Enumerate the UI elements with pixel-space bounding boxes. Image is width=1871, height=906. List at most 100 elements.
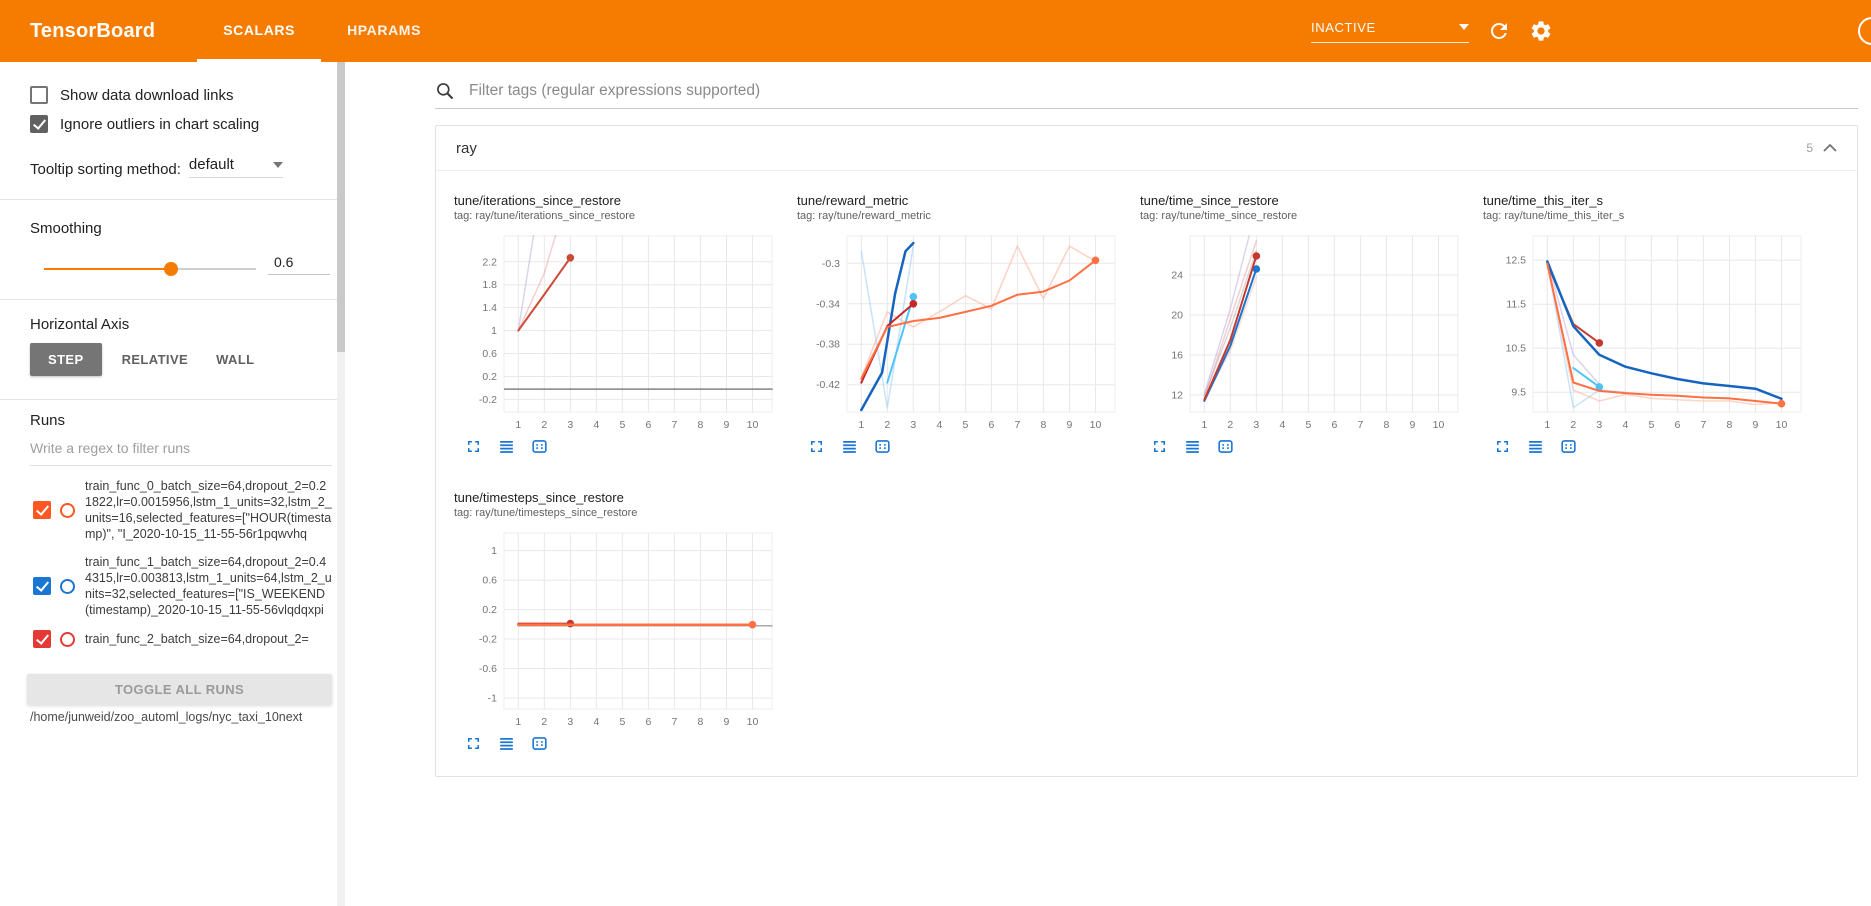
data-table-icon[interactable] bbox=[497, 734, 516, 753]
svg-text:8: 8 bbox=[698, 419, 704, 431]
svg-text:20: 20 bbox=[1171, 310, 1183, 322]
runs-label: Runs bbox=[30, 412, 66, 429]
axis-relative-button[interactable]: RELATIVE bbox=[121, 352, 189, 367]
svg-text:5: 5 bbox=[1305, 419, 1311, 431]
slider-handle[interactable] bbox=[164, 262, 179, 276]
tooltip-sorting-label: Tooltip sorting method: bbox=[30, 161, 181, 178]
main-content: ray 5 tune/iterations_since_restore tag:… bbox=[345, 62, 1871, 906]
chevron-down-icon bbox=[1459, 24, 1469, 30]
header: TensorBoard SCALARS HPARAMS INACTIVE bbox=[0, 0, 1871, 62]
svg-text:16: 16 bbox=[1171, 350, 1183, 362]
chart-card: tune/timesteps_since_restore tag: ray/tu… bbox=[452, 482, 787, 753]
run-radio[interactable] bbox=[60, 578, 75, 594]
divider bbox=[0, 199, 337, 200]
svg-text:6: 6 bbox=[1331, 419, 1337, 431]
smoothing-value-input[interactable]: 0.6 bbox=[268, 252, 330, 275]
svg-text:0.2: 0.2 bbox=[482, 371, 497, 383]
help-icon[interactable] bbox=[1858, 17, 1871, 45]
ignore-outliers-checkbox[interactable] bbox=[30, 115, 48, 133]
svg-text:3: 3 bbox=[567, 419, 573, 431]
svg-text:2: 2 bbox=[541, 716, 547, 728]
header-actions: INACTIVE bbox=[1311, 19, 1553, 43]
chart-title: tune/reward_metric bbox=[797, 193, 909, 208]
run-item[interactable]: train_func_1_batch_size=64,dropout_2=0.4… bbox=[0, 554, 337, 618]
svg-text:1.4: 1.4 bbox=[482, 302, 497, 314]
run-radio[interactable] bbox=[60, 502, 75, 518]
expand-icon[interactable] bbox=[1493, 437, 1512, 456]
tooltip-sorting-row: Tooltip sorting method: default bbox=[30, 156, 283, 178]
tooltip-sorting-select[interactable]: default bbox=[188, 156, 283, 178]
svg-text:7: 7 bbox=[1015, 419, 1021, 431]
sidebar-scrollbar[interactable] bbox=[337, 62, 345, 906]
tab-hparams[interactable]: HPARAMS bbox=[347, 21, 422, 38]
ignore-outliers-option[interactable]: Ignore outliers in chart scaling bbox=[30, 115, 259, 133]
divider bbox=[0, 299, 337, 300]
data-table-icon[interactable] bbox=[840, 437, 859, 456]
line-chart[interactable]: 1 2 3 4 5 6 7 8 9 10 9.5 10.5 11.5 12.5 bbox=[1481, 226, 1816, 434]
axis-wall-button[interactable]: WALL bbox=[216, 352, 255, 367]
svg-text:4: 4 bbox=[593, 419, 599, 431]
svg-text:1: 1 bbox=[515, 419, 521, 431]
smoothing-label: Smoothing bbox=[30, 220, 102, 237]
svg-text:-0.38: -0.38 bbox=[816, 339, 840, 351]
run-checkbox[interactable] bbox=[33, 630, 51, 648]
expand-icon[interactable] bbox=[464, 437, 483, 456]
run-checkbox[interactable] bbox=[33, 501, 51, 519]
refresh-icon[interactable] bbox=[1487, 19, 1511, 43]
axis-step-button[interactable]: STEP bbox=[30, 343, 102, 376]
toggle-all-runs-button[interactable]: TOGGLE ALL RUNS bbox=[27, 674, 332, 705]
line-chart[interactable]: 1 2 3 4 5 6 7 8 9 10 -1 -0.6 -0.2 0.2 0.6 1 bbox=[452, 523, 787, 731]
settings-gear-icon[interactable] bbox=[1529, 19, 1553, 43]
tag-filter-input[interactable] bbox=[467, 81, 1858, 101]
run-radio[interactable] bbox=[60, 631, 75, 647]
run-label: train_func_2_batch_size=64,dropout_2= bbox=[85, 632, 309, 646]
fit-domain-icon[interactable] bbox=[530, 437, 549, 456]
run-item[interactable]: train_func_0_batch_size=64,dropout_2=0.2… bbox=[0, 478, 337, 542]
chevron-up-icon[interactable] bbox=[1823, 144, 1837, 152]
svg-text:1: 1 bbox=[858, 419, 864, 431]
chart-tag: tag: ray/tune/time_since_restore bbox=[1140, 210, 1298, 222]
svg-text:2.2: 2.2 bbox=[482, 256, 497, 268]
line-chart[interactable]: 1 2 3 4 5 6 7 8 9 10 -0.2 0.2 0.6 1 1.4 1.8 2.2 bbox=[452, 226, 787, 434]
chart-toolbar bbox=[1481, 437, 1816, 456]
app-title: TensorBoard bbox=[30, 19, 156, 42]
svg-text:2: 2 bbox=[541, 419, 547, 431]
smoothing-slider[interactable] bbox=[44, 262, 256, 276]
reload-status-select[interactable]: INACTIVE bbox=[1311, 20, 1469, 43]
tab-scalars[interactable]: SCALARS bbox=[197, 0, 322, 62]
fit-domain-icon[interactable] bbox=[1559, 437, 1578, 456]
svg-text:9: 9 bbox=[1410, 419, 1416, 431]
svg-text:4: 4 bbox=[936, 419, 942, 431]
svg-text:1: 1 bbox=[1201, 419, 1207, 431]
svg-text:9: 9 bbox=[724, 419, 730, 431]
svg-text:2: 2 bbox=[1227, 419, 1233, 431]
fit-domain-icon[interactable] bbox=[1216, 437, 1235, 456]
expand-icon[interactable] bbox=[807, 437, 826, 456]
expand-icon[interactable] bbox=[464, 734, 483, 753]
log-directory-path: /home/junweid/zoo_automl_logs/nyc_taxi_1… bbox=[30, 710, 303, 724]
data-table-icon[interactable] bbox=[1183, 437, 1202, 456]
svg-text:9: 9 bbox=[724, 716, 730, 728]
show-download-links-option[interactable]: Show data download links bbox=[30, 86, 233, 104]
runs-filter-input[interactable] bbox=[30, 436, 332, 466]
expand-icon[interactable] bbox=[1150, 437, 1169, 456]
data-table-icon[interactable] bbox=[1526, 437, 1545, 456]
fit-domain-icon[interactable] bbox=[873, 437, 892, 456]
chart-tag: tag: ray/tune/timesteps_since_restore bbox=[454, 507, 638, 519]
svg-text:1.8: 1.8 bbox=[482, 279, 497, 291]
run-checkbox[interactable] bbox=[33, 577, 51, 595]
chart-toolbar bbox=[452, 734, 787, 753]
chart-card: tune/time_this_iter_s tag: ray/tune/time… bbox=[1481, 185, 1816, 456]
sidebar-scrollbar-thumb[interactable] bbox=[337, 62, 345, 352]
show-download-links-checkbox[interactable] bbox=[30, 86, 48, 104]
run-item[interactable]: train_func_2_batch_size=64,dropout_2= bbox=[0, 630, 337, 648]
tag-group-header[interactable]: ray 5 bbox=[436, 126, 1857, 171]
data-table-icon[interactable] bbox=[497, 437, 516, 456]
fit-domain-icon[interactable] bbox=[530, 734, 549, 753]
line-chart[interactable]: 1 2 3 4 5 6 7 8 9 10 -0.42 -0.38 -0.34 -0.3 bbox=[795, 226, 1130, 434]
svg-text:1: 1 bbox=[491, 545, 497, 557]
svg-text:-0.2: -0.2 bbox=[479, 634, 497, 646]
svg-text:1: 1 bbox=[515, 716, 521, 728]
svg-text:3: 3 bbox=[1253, 419, 1259, 431]
